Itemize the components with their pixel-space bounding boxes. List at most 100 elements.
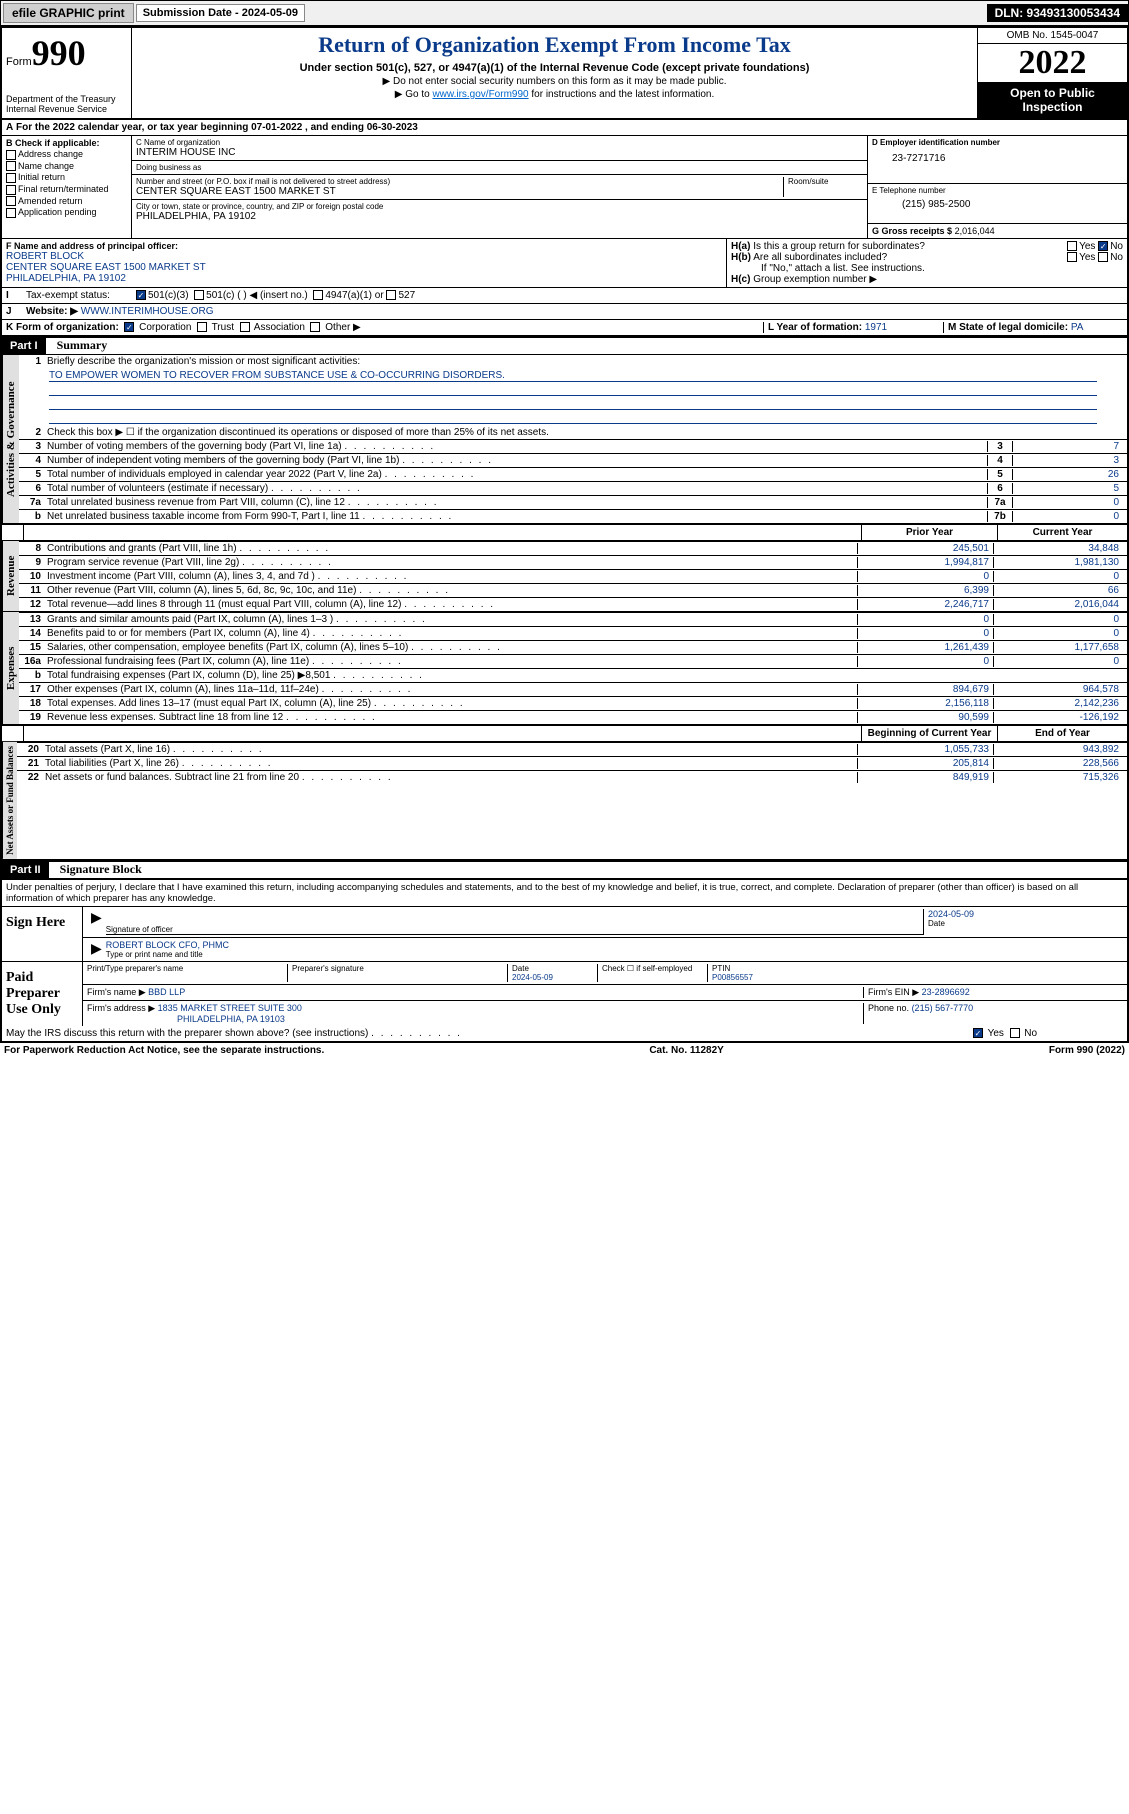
summary-line: 6 Total number of volunteers (estimate i… <box>19 481 1127 495</box>
firm-phone: (215) 567-7770 <box>912 1003 974 1013</box>
chk-address-change[interactable]: Address change <box>6 149 127 160</box>
chk-trust[interactable] <box>197 322 207 332</box>
summary-expenses: Expenses 13 Grants and similar amounts p… <box>2 612 1127 725</box>
col-c-org-info: C Name of organization INTERIM HOUSE INC… <box>132 136 867 238</box>
chk-501c3[interactable]: ✓ <box>136 290 146 300</box>
summary-net-assets: Net Assets or Fund Balances 20 Total ass… <box>2 742 1127 860</box>
summary-line: 14 Benefits paid to or for members (Part… <box>19 626 1127 640</box>
row-fh: F Name and address of principal officer:… <box>2 239 1127 288</box>
summary-governance: Activities & Governance 1Briefly describ… <box>2 355 1127 524</box>
firm-addr1: 1835 MARKET STREET SUITE 300 <box>158 1003 302 1013</box>
firm-addr2: PHILADELPHIA, PA 19103 <box>87 1014 285 1024</box>
chk-association[interactable] <box>240 322 250 332</box>
dln-badge: DLN: 93493130053434 <box>987 4 1128 22</box>
row-j-website: J Website: ▶ WWW.INTERIMHOUSE.ORG <box>2 304 1127 320</box>
section-bcd: B Check if applicable: Address change Na… <box>2 136 1127 239</box>
submission-date: Submission Date - 2024-05-09 <box>136 4 305 22</box>
instructions-link-row: ▶ Go to www.irs.gov/Form990 for instruct… <box>140 89 969 100</box>
officer-sig-name: ROBERT BLOCK CFO, PHMC <box>106 940 1123 950</box>
vtab-revenue: Revenue <box>2 541 19 611</box>
year-formation: 1971 <box>865 322 887 333</box>
mission-text: TO EMPOWER WOMEN TO RECOVER FROM SUBSTAN… <box>49 370 1097 382</box>
paid-preparer-section: Paid Preparer Use Only Print/Type prepar… <box>2 961 1127 1026</box>
summary-line: 12 Total revenue—add lines 8 through 11 … <box>19 597 1127 611</box>
summary-line: 10 Investment income (Part VIII, column … <box>19 569 1127 583</box>
penalties-text: Under penalties of perjury, I declare th… <box>2 879 1127 906</box>
open-inspection-badge: Open to Public Inspection <box>978 82 1127 118</box>
chk-initial-return[interactable]: Initial return <box>6 172 127 183</box>
summary-revenue: Revenue 8 Contributions and grants (Part… <box>2 541 1127 612</box>
ein-value: 23-7271716 <box>872 147 1123 164</box>
summary-line: 17 Other expenses (Part IX, column (A), … <box>19 682 1127 696</box>
summary-line: 4 Number of independent voting members o… <box>19 453 1127 467</box>
row-a-tax-year: A For the 2022 calendar year, or tax yea… <box>2 120 1127 136</box>
chk-name-change[interactable]: Name change <box>6 161 127 172</box>
part2-header: Part II Signature Block <box>2 860 1127 879</box>
ha-group-return: H(a) Is this a group return for subordin… <box>731 241 1123 252</box>
hb-subordinates: H(b) Are all subordinates included? Yes … <box>731 252 1123 263</box>
summary-line: 19 Revenue less expenses. Subtract line … <box>19 710 1127 724</box>
form-container: Form990 Department of the Treasury Inter… <box>0 26 1129 1043</box>
hc-exemption: H(c) Group exemption number ▶ <box>731 274 1123 285</box>
tax-year: 2022 <box>978 44 1127 82</box>
officer-addr1: CENTER SQUARE EAST 1500 MARKET ST <box>6 262 722 273</box>
summary-line: 16a Professional fundraising fees (Part … <box>19 654 1127 668</box>
website-value: WWW.INTERIMHOUSE.ORG <box>81 306 214 317</box>
summary-line: 15 Salaries, other compensation, employe… <box>19 640 1127 654</box>
topbar: efile GRAPHIC print Submission Date - 20… <box>0 0 1129 26</box>
summary-line: 5 Total number of individuals employed i… <box>19 467 1127 481</box>
summary-line: b Total fundraising expenses (Part IX, c… <box>19 668 1127 682</box>
vtab-expenses: Expenses <box>2 612 19 724</box>
arrow-icon: ▶ <box>87 909 106 935</box>
summary-line: 7a Total unrelated business revenue from… <box>19 495 1127 509</box>
summary-line: 8 Contributions and grants (Part VIII, l… <box>19 541 1127 555</box>
org-name: INTERIM HOUSE INC <box>136 147 863 158</box>
sign-date: 2024-05-09 <box>928 909 1123 919</box>
summary-line: 3 Number of voting members of the govern… <box>19 439 1127 453</box>
summary-line: 9 Program service revenue (Part VIII, li… <box>19 555 1127 569</box>
officer-addr2: PHILADELPHIA, PA 19102 <box>6 273 722 284</box>
ssn-note: ▶ Do not enter social security numbers o… <box>140 76 969 87</box>
chk-final-return[interactable]: Final return/terminated <box>6 184 127 195</box>
chk-other[interactable] <box>310 322 320 332</box>
part1-header: Part I Summary <box>2 336 1127 355</box>
gross-receipts: 2,016,044 <box>955 226 995 236</box>
form-title: Return of Organization Exempt From Incom… <box>140 32 969 58</box>
city-state-zip: PHILADELPHIA, PA 19102 <box>136 211 863 222</box>
arrow-icon: ▶ <box>87 940 106 959</box>
page-footer: For Paperwork Reduction Act Notice, see … <box>0 1043 1129 1058</box>
firm-name: BBD LLP <box>148 987 185 997</box>
summary-line: 18 Total expenses. Add lines 13–17 (must… <box>19 696 1127 710</box>
chk-527[interactable] <box>386 290 396 300</box>
row-i-tax-status: I Tax-exempt status: ✓ 501(c)(3) 501(c) … <box>2 288 1127 304</box>
chk-discuss-no[interactable] <box>1010 1028 1020 1038</box>
form-header: Form990 Department of the Treasury Inter… <box>2 28 1127 120</box>
summary-line: b Net unrelated business taxable income … <box>19 509 1127 523</box>
chk-corporation[interactable]: ✓ <box>124 322 134 332</box>
summary-line: 20 Total assets (Part X, line 16) 1,055,… <box>17 742 1127 756</box>
phone-value: (215) 985-2500 <box>872 195 1123 210</box>
chk-501c[interactable] <box>194 290 204 300</box>
summary-line: 21 Total liabilities (Part X, line 26) 2… <box>17 756 1127 770</box>
firm-ein: 23-2896692 <box>922 987 970 997</box>
state-domicile: PA <box>1071 322 1084 333</box>
officer-name: ROBERT BLOCK <box>6 251 722 262</box>
row-klm: K Form of organization: ✓ Corporation Tr… <box>2 320 1127 336</box>
street-address: CENTER SQUARE EAST 1500 MARKET ST <box>136 186 783 197</box>
chk-discuss-yes[interactable]: ✓ <box>973 1028 983 1038</box>
irs-link[interactable]: www.irs.gov/Form990 <box>432 89 528 100</box>
form-number: Form990 <box>6 32 127 74</box>
form-subtitle: Under section 501(c), 527, or 4947(a)(1)… <box>140 62 969 74</box>
chk-4947[interactable] <box>313 290 323 300</box>
omb-number: OMB No. 1545-0047 <box>978 28 1127 44</box>
summary-line: 22 Net assets or fund balances. Subtract… <box>17 770 1127 784</box>
dept-treasury: Department of the Treasury Internal Reve… <box>6 94 127 114</box>
chk-application-pending[interactable]: Application pending <box>6 207 127 218</box>
chk-amended[interactable]: Amended return <box>6 196 127 207</box>
discuss-row: May the IRS discuss this return with the… <box>2 1026 1127 1041</box>
efile-print-button[interactable]: efile GRAPHIC print <box>3 3 134 23</box>
sign-here-section: Sign Here ▶ Signature of officer 2024-05… <box>2 906 1127 961</box>
summary-line: 13 Grants and similar amounts paid (Part… <box>19 612 1127 626</box>
summary-line: 11 Other revenue (Part VIII, column (A),… <box>19 583 1127 597</box>
col-d-ein: D Employer identification number 23-7271… <box>867 136 1127 238</box>
